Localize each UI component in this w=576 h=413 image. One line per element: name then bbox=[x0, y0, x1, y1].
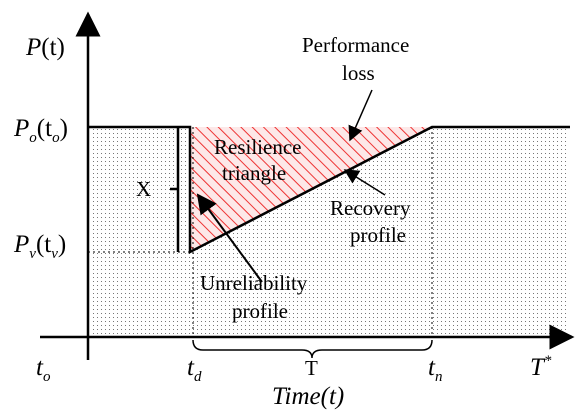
arrow bbox=[196, 193, 263, 283]
x-tick-label: td bbox=[187, 354, 202, 385]
annotation: loss bbox=[342, 61, 375, 85]
performance-area bbox=[90, 127, 568, 336]
x-tick-label: T bbox=[305, 356, 318, 380]
duration-brace bbox=[192, 339, 433, 359]
annotation: Performance bbox=[302, 33, 409, 57]
annotation: Recovery bbox=[330, 196, 411, 220]
x-tick-label: T* bbox=[530, 353, 552, 381]
arrow bbox=[348, 89, 373, 142]
x-tick-label: to bbox=[36, 354, 51, 385]
annotation: X bbox=[136, 177, 151, 201]
annotation: profile bbox=[350, 223, 406, 247]
annotation: profile bbox=[232, 299, 288, 323]
annotation: Resilience bbox=[214, 135, 301, 159]
y-axis-label: P(t) bbox=[25, 34, 65, 61]
annotation: triangle bbox=[222, 161, 286, 185]
annotation: Unreliability bbox=[200, 271, 308, 295]
level-label: Pv(tv) bbox=[13, 231, 66, 262]
x-axis-label: Time(t) bbox=[272, 383, 344, 410]
drop-bracket bbox=[170, 127, 180, 252]
level-label: Po(to) bbox=[13, 115, 68, 146]
x-tick-label: tn bbox=[428, 354, 442, 385]
arrow bbox=[343, 169, 386, 196]
